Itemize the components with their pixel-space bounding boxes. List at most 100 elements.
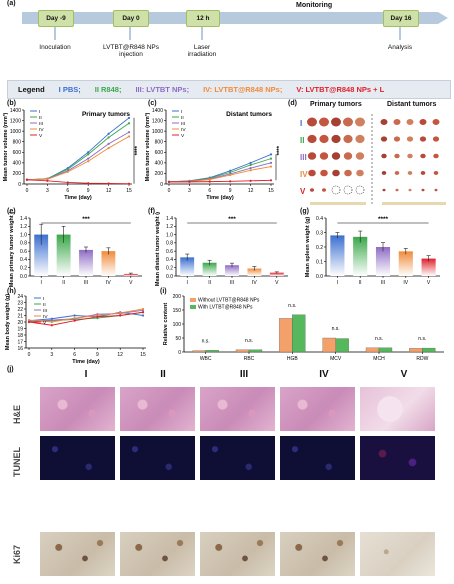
he-image-1: [40, 387, 115, 431]
tunel-image-4: [280, 436, 355, 480]
x-tick-label: 3: [188, 188, 191, 194]
data-point: [87, 153, 90, 156]
y-tick-label: 0: [160, 182, 163, 188]
row-label: V: [300, 187, 306, 196]
bar-II: [353, 236, 368, 276]
tumor-primary: [344, 169, 352, 177]
tumor-primary: [343, 134, 353, 144]
bar-MCV-1: [335, 338, 349, 353]
ki67-image-5: [360, 532, 435, 576]
legend-label: IV: [181, 127, 186, 133]
data-point: [107, 132, 110, 135]
x-tick-label: 6: [73, 352, 76, 358]
data-point: [87, 151, 90, 154]
legend-swatch: [190, 305, 196, 309]
data-point: [141, 307, 145, 311]
x-tick-label: 12: [117, 352, 123, 358]
bar-WBC-0: [192, 350, 206, 353]
tumor-distant: [407, 171, 413, 175]
legend-item-3: III: LVTBT NPs;: [135, 85, 190, 94]
legend-label: IV: [39, 127, 44, 133]
x-tick-label: 0: [168, 188, 171, 194]
data-point: [141, 314, 145, 317]
bar-III: [225, 265, 239, 276]
y-tick-label: 18: [17, 333, 23, 339]
y-tick-label: 0.0: [166, 274, 173, 280]
bar-V: [123, 273, 138, 276]
bar-II: [56, 234, 71, 276]
tumor-distant: [382, 188, 386, 192]
x-tick-label: II: [359, 280, 362, 286]
row-label: IV: [300, 170, 308, 179]
tumor-distant: [419, 136, 427, 142]
y-tick-label: 0.2: [20, 266, 27, 272]
tumor-distant: [407, 153, 413, 159]
y-tick-label: 19: [17, 326, 23, 332]
x-tick-label: 9: [96, 352, 99, 358]
primary-photos-title: Primary tumors: [310, 101, 362, 108]
significance-mark: ***: [228, 216, 236, 223]
x-tick-label: MCH: [373, 356, 385, 362]
event-analysis: Analysis: [387, 44, 413, 51]
tunel-image-1: [40, 436, 115, 480]
y-tick-label: 1200: [152, 118, 163, 124]
y-tick-label: 1.4: [20, 216, 27, 222]
bar-MCV-0: [322, 337, 336, 353]
bar-RDW-1: [422, 347, 436, 353]
x-axis-label: Time (day): [64, 195, 92, 201]
y-tick-label: 1.0: [166, 232, 173, 238]
data-point: [229, 169, 232, 172]
panel-b-label: (b): [7, 100, 16, 107]
timeline-box-day0: Day 0: [113, 10, 149, 27]
tumor-distant: [381, 171, 387, 175]
tumor-distant: [395, 188, 399, 192]
data-point: [249, 163, 252, 167]
data-point: [269, 179, 273, 182]
y-tick-label: 20: [17, 320, 23, 326]
tumor-primary: [331, 152, 341, 160]
tumor-primary: [319, 117, 329, 127]
y-axis-label: Relative content: [163, 303, 169, 346]
tumor-distant: [420, 153, 426, 159]
data-point: [269, 165, 273, 168]
bar-V: [421, 258, 436, 276]
x-tick-label: 9: [229, 188, 232, 194]
tumor-distant: [394, 153, 400, 159]
tumor-primary: [331, 117, 341, 127]
y-tick-label: 400: [155, 161, 164, 167]
x-tick-label: WBC: [200, 356, 212, 362]
x-tick-label: 6: [66, 188, 69, 194]
data-point: [27, 320, 31, 324]
legend-label: V: [39, 133, 43, 139]
event-injection: LVTBT@R848 NPs injection: [103, 44, 159, 59]
data-point: [208, 180, 211, 183]
panel-c-label: (c): [148, 100, 157, 107]
legend-item-1: I PBS;: [58, 85, 81, 94]
panel-i-label: (i): [160, 288, 167, 295]
tunel-image-5: [360, 436, 435, 480]
tumor-primary: [307, 117, 317, 127]
y-axis-label: Mean spleen weight (g): [305, 217, 311, 278]
x-tick-label: IV: [403, 280, 408, 286]
data-point: [25, 178, 29, 181]
bar-IV: [101, 251, 116, 276]
bar-II: [202, 262, 217, 276]
tunel-image-2: [120, 436, 195, 480]
y-tick-label: 1.2: [20, 224, 27, 230]
x-tick-label: 3: [46, 188, 49, 194]
x-tick-label: V: [129, 280, 133, 286]
event-inoculation: Inoculation: [39, 44, 71, 51]
bar-V: [269, 272, 284, 276]
data-point: [46, 179, 49, 182]
x-tick-label: 6: [208, 188, 211, 194]
y-axis-label: Mean primary tumor weight (g): [9, 212, 15, 287]
tumor-primary: [331, 134, 341, 144]
x-tick-label: III: [84, 280, 88, 286]
chart-primary-volume: 0 200 400 600 800 1000 1200 1400 0 3 6 9 12 15 Mean tu…: [2, 108, 141, 201]
y-tick-label: 600: [155, 150, 164, 156]
data-point: [127, 135, 131, 138]
bar-HGB-1: [292, 314, 306, 353]
y-tick-label: 800: [155, 140, 164, 146]
